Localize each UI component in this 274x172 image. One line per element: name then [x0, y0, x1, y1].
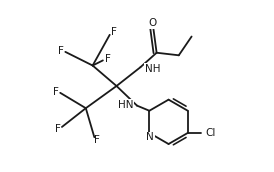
Text: F: F: [58, 46, 64, 56]
Text: F: F: [53, 87, 58, 97]
Text: F: F: [105, 54, 111, 64]
Text: HN: HN: [118, 100, 134, 110]
Text: O: O: [148, 18, 156, 28]
Text: Cl: Cl: [206, 128, 216, 138]
Text: F: F: [95, 135, 100, 145]
Text: NH: NH: [145, 64, 160, 74]
Text: N: N: [146, 132, 154, 142]
Text: F: F: [55, 124, 61, 134]
Text: F: F: [111, 27, 117, 37]
